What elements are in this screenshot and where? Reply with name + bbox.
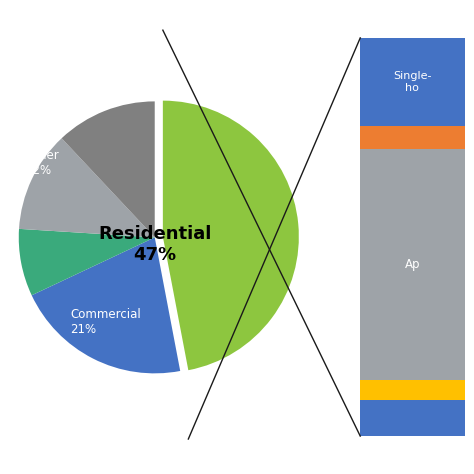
Text: Residential
47%: Residential 47%: [98, 225, 211, 264]
Wedge shape: [32, 237, 180, 374]
Bar: [360, 400, 465, 436]
Wedge shape: [19, 229, 155, 295]
Text: Ap: Ap: [405, 258, 420, 272]
Bar: [360, 38, 465, 126]
Bar: [360, 126, 465, 149]
Wedge shape: [62, 101, 155, 237]
Text: Other
12%: Other 12%: [26, 148, 59, 177]
Text: Single-
ho: Single- ho: [393, 71, 432, 92]
Wedge shape: [163, 100, 299, 370]
Bar: [360, 380, 465, 400]
Text: Commercial
21%: Commercial 21%: [71, 308, 141, 336]
Bar: [360, 149, 465, 380]
Wedge shape: [19, 138, 155, 237]
